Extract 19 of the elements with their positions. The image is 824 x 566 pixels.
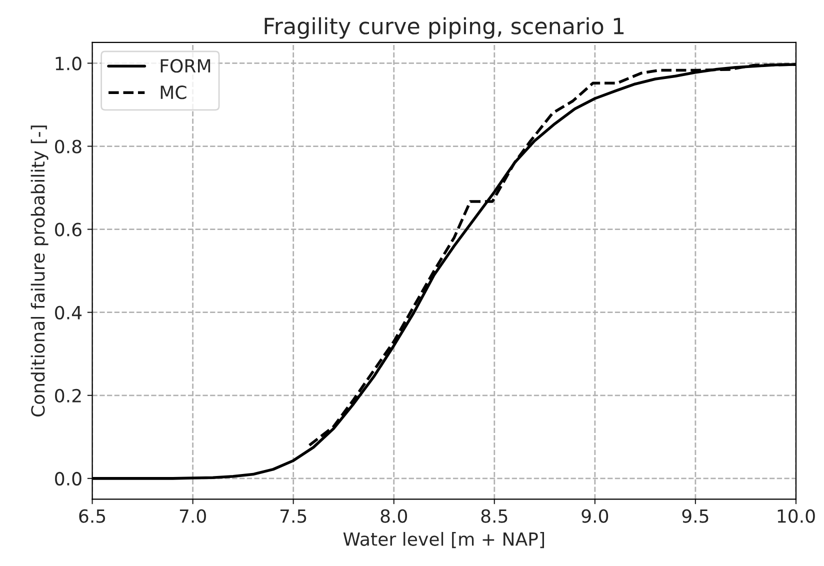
y-tick-label: 0.4 <box>55 306 82 320</box>
y-tick-label: 0.2 <box>55 388 81 403</box>
x-tick-label: 7.5 <box>280 509 306 523</box>
x-tick-label: 10.0 <box>778 509 815 523</box>
x-tick-label: 9.0 <box>582 509 608 523</box>
x-tick-label: 7.0 <box>180 509 206 523</box>
y-axis-title: Conditional failure probability [-] <box>30 126 48 417</box>
chart-title: Fragility curve piping, scenario 1 <box>264 17 624 39</box>
x-tick-label: 8.0 <box>380 509 408 523</box>
legend-label: MC <box>160 86 186 100</box>
y-tick-label: 0.6 <box>55 222 82 236</box>
y-tick-label: 0.0 <box>55 472 82 486</box>
x-tick-label: 8.5 <box>481 509 508 523</box>
x-tick-label: 6.5 <box>79 509 106 523</box>
legend-label: FORM <box>160 59 210 73</box>
y-tick-label: 1.0 <box>56 56 82 70</box>
x-tick-label: 9.5 <box>682 509 708 523</box>
x-axis-title: Water level [m + NAP] <box>343 532 544 548</box>
y-tick-label: 0.8 <box>55 140 82 154</box>
